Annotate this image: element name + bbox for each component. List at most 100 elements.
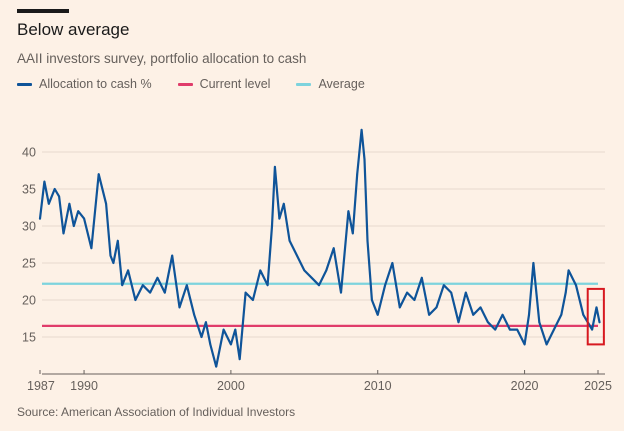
data-point-0-7 bbox=[72, 225, 75, 227]
data-point-0-8 bbox=[77, 210, 80, 213]
data-point-0-62 bbox=[406, 291, 409, 294]
source-note: Source: American Association of Individu… bbox=[17, 405, 296, 419]
data-point-0-69 bbox=[457, 321, 460, 324]
data-point-0-38 bbox=[266, 284, 269, 287]
legend-item-average: Average bbox=[296, 77, 365, 91]
data-point-0-48 bbox=[325, 269, 328, 272]
data-point-0-58 bbox=[376, 313, 379, 316]
data-point-0-43 bbox=[288, 239, 291, 242]
data-point-0-74 bbox=[494, 328, 497, 331]
data-point-0-88 bbox=[582, 313, 585, 316]
data-point-0-11 bbox=[97, 173, 100, 176]
data-point-0-53 bbox=[356, 173, 359, 176]
data-point-0-30 bbox=[215, 365, 218, 368]
x-tick-label-2000: 2000 bbox=[217, 379, 245, 393]
data-point-0-86 bbox=[567, 269, 570, 272]
highlight-box-current bbox=[586, 287, 605, 346]
y-tick-label-40: 40 bbox=[22, 146, 36, 160]
data-point-0-66 bbox=[435, 306, 438, 309]
data-point-0-35 bbox=[244, 291, 247, 294]
data-point-0-61 bbox=[398, 306, 401, 309]
data-point-0-44 bbox=[296, 254, 298, 257]
data-point-0-24 bbox=[178, 306, 181, 309]
data-point-0-90 bbox=[591, 328, 594, 331]
data-point-0-18 bbox=[134, 299, 137, 301]
chart-subtitle: AAII investors survey, portfolio allocat… bbox=[17, 51, 307, 66]
data-point-0-81 bbox=[538, 321, 541, 324]
legend-label-current: Current level bbox=[199, 77, 271, 91]
data-point-0-85 bbox=[564, 291, 567, 294]
x-tick-label-1990: 1990 bbox=[70, 379, 98, 393]
legend: Allocation to cash % Current level Avera… bbox=[17, 77, 391, 91]
legend-swatch-average bbox=[296, 82, 312, 86]
data-point-0-28 bbox=[205, 321, 207, 324]
data-point-0-14 bbox=[112, 262, 115, 264]
data-point-0-63 bbox=[413, 299, 416, 301]
y-tick-label-25: 25 bbox=[22, 257, 36, 271]
y-tick-label-15: 15 bbox=[22, 331, 36, 345]
x-tick-label-2025: 2025 bbox=[584, 379, 612, 393]
data-point-0-70 bbox=[464, 291, 467, 294]
data-point-0-84 bbox=[560, 313, 563, 316]
data-point-0-20 bbox=[149, 291, 152, 294]
data-point-0-31 bbox=[222, 328, 225, 331]
x-tick-label-2010: 2010 bbox=[364, 379, 392, 393]
data-point-0-87 bbox=[575, 284, 577, 287]
data-point-0-72 bbox=[479, 306, 482, 309]
data-point-0-15 bbox=[116, 239, 119, 242]
data-point-0-64 bbox=[420, 276, 423, 279]
data-point-0-51 bbox=[347, 210, 350, 213]
data-point-0-67 bbox=[442, 284, 445, 287]
data-point-0-65 bbox=[428, 313, 431, 316]
data-point-0-9 bbox=[83, 217, 85, 220]
chart-title: Below average bbox=[17, 20, 130, 39]
data-point-0-59 bbox=[384, 284, 386, 287]
data-point-0-29 bbox=[209, 343, 212, 346]
data-point-0-6 bbox=[68, 202, 71, 205]
data-point-0-33 bbox=[234, 328, 237, 331]
data-point-0-45 bbox=[303, 269, 306, 272]
data-point-0-75 bbox=[501, 313, 504, 316]
legend-swatch-current bbox=[177, 82, 193, 86]
data-point-0-46 bbox=[310, 276, 313, 279]
data-point-0-80 bbox=[532, 262, 535, 264]
data-point-0-60 bbox=[391, 262, 394, 264]
data-point-0-10 bbox=[90, 247, 93, 250]
data-point-0-54 bbox=[360, 128, 363, 131]
data-point-0-12 bbox=[105, 202, 107, 205]
x-tick-label-1987: 1987 bbox=[27, 379, 55, 393]
data-point-0-40 bbox=[274, 165, 276, 168]
data-point-0-52 bbox=[351, 232, 354, 235]
data-point-0-27 bbox=[200, 336, 203, 338]
data-point-0-47 bbox=[318, 284, 320, 287]
data-point-0-26 bbox=[193, 313, 196, 316]
data-point-0-92 bbox=[598, 321, 601, 324]
data-point-0-19 bbox=[141, 284, 144, 287]
data-point-0-82 bbox=[545, 343, 548, 346]
data-point-0-68 bbox=[450, 291, 453, 294]
data-point-0-42 bbox=[282, 202, 285, 205]
x-tick-label-2020: 2020 bbox=[511, 379, 539, 393]
data-point-0-32 bbox=[229, 343, 232, 346]
data-point-0-79 bbox=[528, 313, 530, 316]
data-point-0-56 bbox=[366, 239, 369, 242]
data-point-0-49 bbox=[332, 247, 335, 250]
data-point-0-16 bbox=[121, 284, 124, 287]
legend-label-allocation: Allocation to cash % bbox=[39, 77, 152, 91]
legend-item-allocation: Allocation to cash % bbox=[17, 77, 152, 91]
data-point-0-41 bbox=[278, 217, 281, 220]
data-point-0-76 bbox=[508, 328, 511, 331]
data-point-0-77 bbox=[516, 328, 519, 331]
legend-item-current: Current level bbox=[177, 77, 271, 91]
data-point-0-3 bbox=[53, 188, 56, 190]
data-point-0-17 bbox=[127, 269, 130, 272]
data-point-0-5 bbox=[62, 232, 65, 235]
title-accent-bar bbox=[17, 9, 69, 13]
data-point-0-13 bbox=[109, 254, 112, 257]
y-tick-label-35: 35 bbox=[22, 183, 36, 197]
data-point-0-78 bbox=[523, 343, 526, 346]
data-point-0-36 bbox=[252, 299, 254, 301]
legend-label-average: Average bbox=[318, 77, 365, 91]
data-point-0-21 bbox=[156, 276, 159, 279]
data-point-0-22 bbox=[163, 291, 166, 294]
